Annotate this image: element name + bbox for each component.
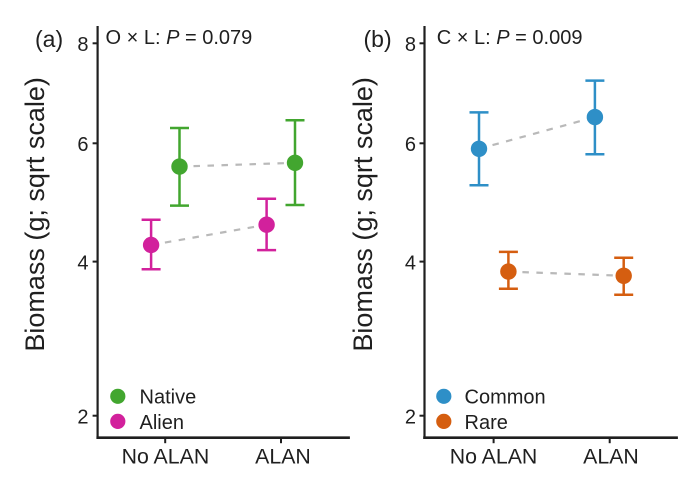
svg-text:4: 4 [405,253,416,275]
svg-text:(b): (b) [364,26,392,52]
svg-text:Biomass (g; sqrt scale): Biomass (g; sqrt scale) [20,77,50,352]
svg-text:Rare: Rare [465,412,508,434]
svg-text:ALAN: ALAN [583,445,639,469]
svg-text:Alien: Alien [140,412,184,434]
svg-text:8: 8 [405,34,416,56]
svg-text:C × L: P = 0.009: C × L: P = 0.009 [437,27,583,49]
svg-text:O × L: P = 0.079: O × L: P = 0.079 [106,27,253,49]
svg-text:2: 2 [77,407,88,429]
svg-text:4: 4 [77,253,88,275]
svg-text:Common: Common [465,387,546,409]
svg-text:No ALAN: No ALAN [122,445,210,469]
svg-text:ALAN: ALAN [255,445,311,469]
svg-text:(a): (a) [35,26,63,52]
svg-text:2: 2 [405,407,416,429]
svg-text:6: 6 [77,134,88,156]
svg-text:Native: Native [140,387,197,409]
svg-text:8: 8 [77,34,88,56]
svg-text:No ALAN: No ALAN [450,445,538,469]
svg-text:6: 6 [405,134,416,156]
svg-text:Biomass (g; sqrt scale): Biomass (g; sqrt scale) [348,77,378,352]
